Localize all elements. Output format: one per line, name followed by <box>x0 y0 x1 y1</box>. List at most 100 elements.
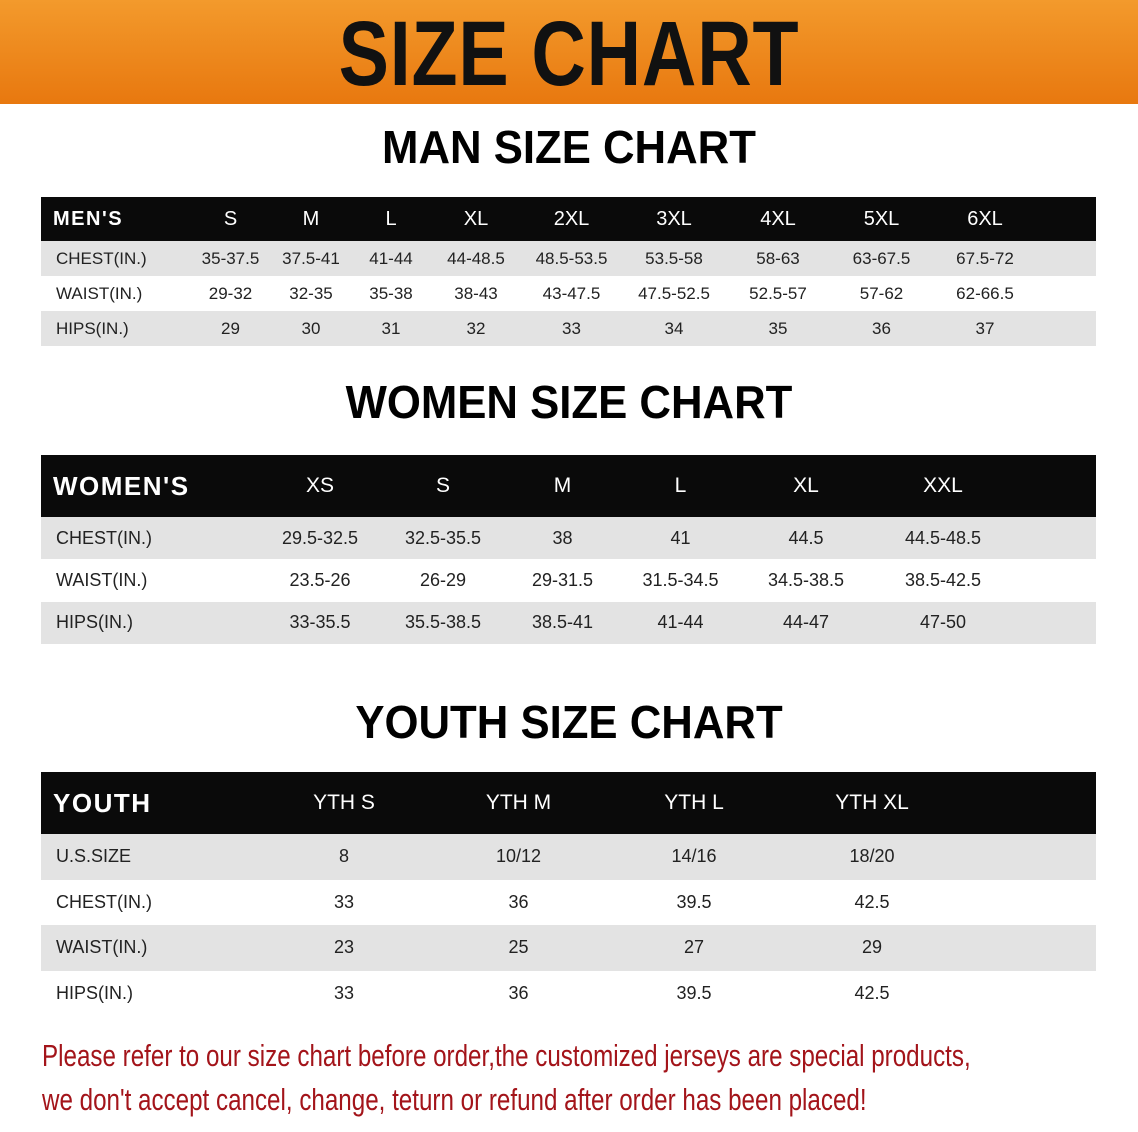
measurement-cell: 26-29 <box>419 569 467 590</box>
youth-header-row: YOUTH YTH S YTH M YTH L YTH XL <box>41 772 1096 834</box>
size-column-header: XXL <box>923 474 963 497</box>
size-column-header: 5XL <box>863 207 900 230</box>
measurement-cell: 41 <box>670 527 691 548</box>
measurement-cell: 18/20 <box>849 846 895 867</box>
measurement-cell: 41-44 <box>369 248 413 268</box>
men-heading: MAN SIZE CHART <box>382 121 756 173</box>
title-banner: SIZE CHART <box>0 0 1138 105</box>
measurement-cell: 34 <box>664 318 684 338</box>
table-row: U.S.SIZE 8 10/12 14/16 18/20 <box>41 834 1096 880</box>
measurement-cell: 25 <box>508 937 529 958</box>
size-column-header: M <box>302 207 320 230</box>
measurement-cell: 44.5 <box>788 527 824 548</box>
table-row: HIPS(IN.) 29 30 31 32 33 34 35 36 37 <box>41 311 1096 346</box>
spacer-cell <box>1014 602 1096 644</box>
measurement-cell: 35 <box>768 318 788 338</box>
measurement-cell: 8 <box>338 846 349 867</box>
youth-header-label: YOUTH <box>53 787 152 818</box>
measurement-cell: 38.5-41 <box>531 612 594 633</box>
measurement-cell: 36 <box>508 891 529 912</box>
measurement-cell: 62-66.5 <box>956 283 1014 303</box>
measurement-cell: 52.5-57 <box>749 283 807 303</box>
spacer-cell <box>962 925 1096 971</box>
page-title: SIZE CHART <box>338 3 800 105</box>
table-row: HIPS(IN.) 33 36 39.5 42.5 <box>41 970 1096 1016</box>
size-column-header: S <box>435 474 450 497</box>
measurement-cell: 42.5 <box>854 891 890 912</box>
row-label: CHEST(IN.) <box>56 527 152 548</box>
measurement-cell: 33 <box>562 318 581 338</box>
measurement-cell: 31 <box>381 318 401 338</box>
table-row: WAIST(IN.) 29-32 32-35 35-38 38-43 43-47.5 47.… <box>41 276 1096 311</box>
row-label: HIPS(IN.) <box>56 982 134 1003</box>
size-column-header: XL <box>793 474 819 497</box>
size-column-header: 4XL <box>760 207 796 230</box>
men-header-row: MEN'S S M L XL 2XL 3XL 4XL 5XL 6XL <box>41 197 1096 241</box>
table-row: CHEST(IN.) 29.5-32.5 32.5-35.5 38 41 44.5 44.5… <box>41 517 1096 560</box>
measurement-cell: 29 <box>221 318 240 338</box>
measurement-cell: 36 <box>872 318 891 338</box>
measurement-cell: 48.5-53.5 <box>535 248 608 268</box>
spacer-cell <box>1014 455 1096 517</box>
measurement-cell: 30 <box>301 318 321 338</box>
women-heading: WOMEN SIZE CHART <box>345 376 793 428</box>
youth-heading: YOUTH SIZE CHART <box>355 696 783 748</box>
measurement-cell: 47.5-52.5 <box>638 283 710 303</box>
measurement-cell: 63-67.5 <box>852 248 911 268</box>
size-column-header: M <box>553 474 572 497</box>
measurement-cell: 42.5 <box>854 982 890 1003</box>
measurement-cell: 33 <box>333 891 355 912</box>
measurement-cell: 29-31.5 <box>531 569 594 590</box>
table-row: HIPS(IN.) 33-35.5 35.5-38.5 38.5-41 41-44 44-… <box>41 601 1096 644</box>
measurement-cell: 44-47 <box>782 612 830 633</box>
measurement-cell: 43-47.5 <box>542 283 601 303</box>
measurement-cell: 38-43 <box>454 283 498 303</box>
measurement-cell: 31.5-34.5 <box>642 569 719 590</box>
measurement-cell: 39.5 <box>676 891 712 912</box>
table-row: WAIST(IN.) 23 25 27 29 <box>41 925 1096 971</box>
spacer-cell <box>1014 559 1096 601</box>
measurement-cell: 53.5-58 <box>645 248 703 268</box>
size-column-header: YTH XL <box>835 791 909 814</box>
women-size-table: WOMEN'S XS S M L XL XXL CHEST(IN.) 29.5-32.5 32.5… <box>41 455 1096 644</box>
size-column-header: YTH S <box>313 791 375 814</box>
row-label: U.S.SIZE <box>56 846 132 867</box>
row-label: HIPS(IN.) <box>56 612 134 633</box>
men-size-table: MEN'S S M L XL 2XL 3XL 4XL 5XL 6XL CHEST(IN.) 35-37… <box>41 197 1096 346</box>
men-header-label: MEN'S <box>53 207 124 230</box>
spacer-cell <box>962 772 1096 834</box>
size-column-header: YTH L <box>664 791 724 814</box>
measurement-cell: 23.5-26 <box>289 569 351 590</box>
size-column-header: XS <box>305 474 334 497</box>
row-label: CHEST(IN.) <box>56 891 152 912</box>
size-column-header: 6XL <box>967 207 1003 230</box>
measurement-cell: 57-62 <box>859 283 904 303</box>
women-header-label: WOMEN'S <box>53 470 190 501</box>
measurement-cell: 10/12 <box>495 846 542 867</box>
youth-size-table: YOUTH YTH S YTH M YTH L YTH XL U.S.SIZE 8 10/12… <box>41 772 1096 1016</box>
measurement-cell: 37 <box>975 318 995 338</box>
measurement-cell: 32-35 <box>289 283 333 303</box>
measurement-cell: 29.5-32.5 <box>281 527 359 548</box>
row-label: CHEST(IN.) <box>56 248 147 268</box>
measurement-cell: 58-63 <box>756 248 800 268</box>
table-row: CHEST(IN.) 33 36 39.5 42.5 <box>41 879 1096 925</box>
measurement-cell: 67.5-72 <box>956 248 1014 268</box>
measurement-cell: 27 <box>683 937 705 958</box>
measurement-cell: 14/16 <box>671 846 717 867</box>
size-column-header: YTH M <box>485 791 552 814</box>
women-header-row: WOMEN'S XS S M L XL XXL <box>41 455 1096 517</box>
size-column-header: L <box>385 207 397 230</box>
size-column-header: 3XL <box>656 207 692 230</box>
measurement-cell: 41-44 <box>657 612 704 633</box>
row-label: WAIST(IN.) <box>56 283 143 303</box>
notice-line-1: Please refer to our size chart before or… <box>42 1038 971 1073</box>
measurement-cell: 34.5-38.5 <box>767 569 845 590</box>
measurement-cell: 36 <box>508 982 529 1003</box>
spacer-cell <box>1037 311 1096 346</box>
measurement-cell: 29-32 <box>208 283 253 303</box>
measurement-cell: 32 <box>466 318 486 338</box>
notice-line-2: we don't accept cancel, change, teturn o… <box>42 1082 867 1117</box>
measurement-cell: 38 <box>552 527 573 548</box>
measurement-cell: 44-48.5 <box>447 248 505 268</box>
